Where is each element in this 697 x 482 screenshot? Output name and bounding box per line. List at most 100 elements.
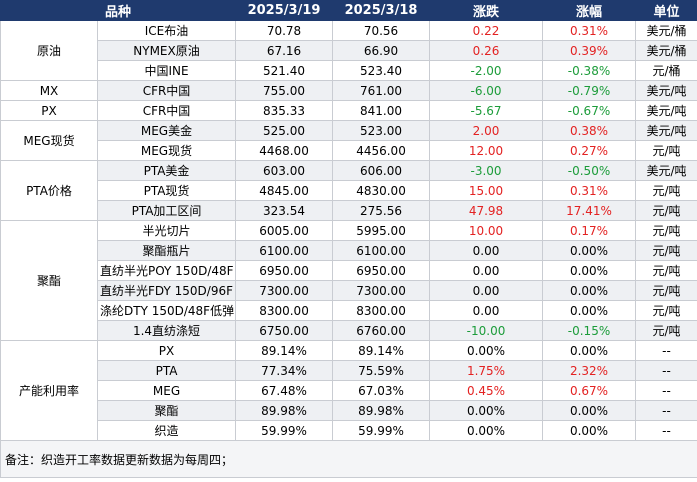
value-date-2: 6950.00 bbox=[332, 260, 431, 281]
table-body: 原油 ICE布油 70.78 70.56 0.22 0.31% 美元/桶 NYMEX原油 67.… bbox=[0, 20, 697, 478]
change-percent: 0.00% bbox=[542, 260, 637, 281]
item-name: 1.4直纺涤短 bbox=[96, 320, 237, 341]
change-percent: 0.00% bbox=[542, 340, 637, 361]
value-date-1: 755.00 bbox=[235, 80, 334, 101]
unit-label: 美元/吨 bbox=[635, 120, 697, 141]
unit-label: -- bbox=[635, 420, 697, 441]
table-row: 直纺半光FDY 150D/96F 7300.00 7300.00 0.00 0.00% 元… bbox=[1, 280, 697, 301]
group-label: PTA价格 bbox=[0, 160, 98, 221]
value-date-2: 67.03% bbox=[332, 380, 431, 401]
value-date-1: 8300.00 bbox=[235, 300, 334, 321]
value-date-1: 6005.00 bbox=[235, 220, 334, 241]
table-row: PTA加工区间 323.54 275.56 47.98 17.41% 元/吨 bbox=[1, 200, 697, 221]
change-percent: -0.15% bbox=[542, 320, 637, 341]
item-name: 直纺半光FDY 150D/96F bbox=[96, 280, 237, 301]
value-date-1: 70.78 bbox=[235, 20, 334, 41]
item-name: MEG现货 bbox=[96, 140, 237, 161]
note-row: 备注：织造开工率数据更新数据为每周四； bbox=[0, 440, 697, 478]
table-row: 原油 ICE布油 70.78 70.56 0.22 0.31% 美元/桶 bbox=[0, 20, 697, 81]
value-date-2: 66.90 bbox=[332, 40, 431, 61]
table-row: MEG 67.48% 67.03% 0.45% 0.67% -- bbox=[1, 380, 697, 401]
change-value: 0.22 bbox=[429, 20, 544, 41]
change-percent: 0.31% bbox=[542, 180, 637, 201]
change-value: 10.00 bbox=[429, 220, 544, 241]
group-label: PX bbox=[0, 100, 98, 121]
value-date-2: 6760.00 bbox=[332, 320, 431, 341]
change-percent: -0.50% bbox=[542, 160, 637, 181]
item-name: CFR中国 bbox=[96, 100, 237, 121]
change-value: -2.00 bbox=[429, 60, 544, 81]
value-date-2: 275.56 bbox=[332, 200, 431, 221]
value-date-1: 89.98% bbox=[235, 400, 334, 421]
unit-label: 美元/吨 bbox=[635, 160, 697, 181]
unit-label: 元/吨 bbox=[635, 200, 697, 221]
change-percent: -0.38% bbox=[542, 60, 637, 81]
table-row: PTA价格 PTA美金 603.00 606.00 -3.00 -0.50% 美元/吨 bbox=[0, 160, 697, 221]
table-row: NYMEX原油 67.16 66.90 0.26 0.39% 美元/桶 bbox=[1, 40, 697, 61]
value-date-2: 761.00 bbox=[332, 80, 431, 101]
change-percent: 0.39% bbox=[542, 40, 637, 61]
value-date-1: 4468.00 bbox=[235, 140, 334, 161]
value-date-1: 6950.00 bbox=[235, 260, 334, 281]
change-value: 0.00 bbox=[429, 300, 544, 321]
value-date-2: 75.59% bbox=[332, 360, 431, 381]
change-value: -10.00 bbox=[429, 320, 544, 341]
unit-label: 元/吨 bbox=[635, 260, 697, 281]
item-name: PTA美金 bbox=[96, 160, 237, 181]
change-percent: 17.41% bbox=[542, 200, 637, 221]
change-percent: 0.00% bbox=[542, 280, 637, 301]
header-variety: 品种 bbox=[0, 0, 237, 21]
item-name: 半光切片 bbox=[96, 220, 237, 241]
header-unit: 单位 bbox=[635, 0, 697, 21]
value-date-1: 89.14% bbox=[235, 340, 334, 361]
value-date-2: 59.99% bbox=[332, 420, 431, 441]
change-percent: 0.00% bbox=[542, 400, 637, 421]
item-name: PX bbox=[96, 340, 237, 361]
value-date-1: 835.33 bbox=[235, 100, 334, 121]
table-row: PTA现货 4845.00 4830.00 15.00 0.31% 元/吨 bbox=[1, 180, 697, 201]
item-name: 织造 bbox=[96, 420, 237, 441]
item-name: CFR中国 bbox=[96, 80, 237, 101]
change-percent: 0.27% bbox=[542, 140, 637, 161]
item-name: 直纺半光POY 150D/48F bbox=[96, 260, 237, 281]
value-date-2: 7300.00 bbox=[332, 280, 431, 301]
value-date-1: 67.48% bbox=[235, 380, 334, 401]
unit-label: 元/吨 bbox=[635, 280, 697, 301]
group-label: MX bbox=[0, 80, 98, 101]
table-row: 直纺半光POY 150D/48F 6950.00 6950.00 0.00 0.00% 元… bbox=[1, 260, 697, 281]
item-name: 聚酯 bbox=[96, 400, 237, 421]
header-change-pct: 涨幅 bbox=[542, 0, 637, 21]
value-date-2: 6100.00 bbox=[332, 240, 431, 261]
change-value: -6.00 bbox=[429, 80, 544, 101]
unit-label: 元/桶 bbox=[635, 60, 697, 81]
table-row: PX CFR中国 835.33 841.00 -5.67 -0.67% 美元/吨 bbox=[0, 100, 697, 121]
change-value: 15.00 bbox=[429, 180, 544, 201]
unit-label: 元/吨 bbox=[635, 140, 697, 161]
item-name: MEG bbox=[96, 380, 237, 401]
change-value: -5.67 bbox=[429, 100, 544, 121]
header-change: 涨跌 bbox=[429, 0, 544, 21]
table-header: 品种 2025/3/19 2025/3/18 涨跌 涨幅 单位 bbox=[0, 0, 697, 21]
group-label: 原油 bbox=[0, 20, 98, 81]
value-date-2: 523.00 bbox=[332, 120, 431, 141]
change-value: 0.00 bbox=[429, 280, 544, 301]
item-name: MEG美金 bbox=[96, 120, 237, 141]
table-row: 聚酯瓶片 6100.00 6100.00 0.00 0.00% 元/吨 bbox=[1, 240, 697, 261]
value-date-1: 6100.00 bbox=[235, 240, 334, 261]
change-percent: 0.00% bbox=[542, 300, 637, 321]
group-label: 聚酯 bbox=[0, 220, 98, 341]
change-value: 1.75% bbox=[429, 360, 544, 381]
header-date-2: 2025/3/18 bbox=[332, 0, 431, 21]
change-value: 47.98 bbox=[429, 200, 544, 221]
footnote: 备注：织造开工率数据更新数据为每周四； bbox=[0, 440, 697, 478]
table-row: 聚酯 89.98% 89.98% 0.00% 0.00% -- bbox=[1, 400, 697, 421]
value-date-1: 603.00 bbox=[235, 160, 334, 181]
change-percent: 0.67% bbox=[542, 380, 637, 401]
value-date-2: 523.40 bbox=[332, 60, 431, 81]
change-percent: 0.38% bbox=[542, 120, 637, 141]
value-date-2: 8300.00 bbox=[332, 300, 431, 321]
value-date-2: 89.14% bbox=[332, 340, 431, 361]
change-value: 0.00% bbox=[429, 400, 544, 421]
change-percent: -0.67% bbox=[542, 100, 637, 121]
